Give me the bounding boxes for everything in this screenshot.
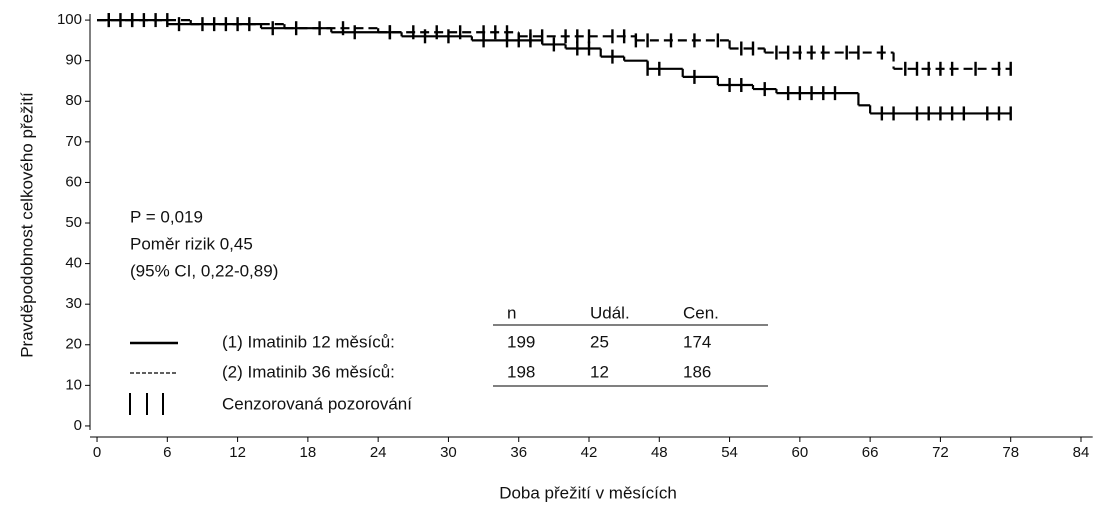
y-tick-label: 40 [65,255,82,272]
legend-label: (1) Imatinib 12 měsíců: [222,332,395,351]
table-cell: 174 [683,332,711,351]
x-tick-label: 66 [862,444,879,461]
y-tick-label: 100 [57,11,82,28]
y-tick-label: 0 [74,417,82,434]
x-tick-label: 84 [1073,444,1090,461]
x-tick-label: 0 [93,444,101,461]
x-tick-label: 78 [1002,444,1019,461]
x-axis-label: Doba přežití v měsících [499,483,677,502]
x-tick-label: 18 [300,444,317,461]
table-cell: 199 [507,332,535,351]
x-tick-label: 6 [163,444,171,461]
x-tick-label: 42 [581,444,598,461]
annotation: P = 0,019 [130,207,203,226]
y-tick-label: 70 [65,133,82,150]
table-cell: 25 [590,332,609,351]
y-axis-label: Pravděpodobnost celkového přežití [17,92,36,358]
legend-label: (2) Imatinib 36 měsíců: [222,362,395,381]
table-cell: 12 [590,362,609,381]
annotation: (95% CI, 0,22-0,89) [130,261,278,280]
x-tick-label: 54 [721,444,738,461]
table-cell: 186 [683,362,711,381]
table-cell: 198 [507,362,535,381]
y-tick-label: 20 [65,336,82,353]
x-tick-label: 36 [510,444,527,461]
x-tick-label: 30 [440,444,457,461]
annotation: Poměr rizik 0,45 [130,234,253,253]
x-tick-label: 72 [932,444,949,461]
y-tick-label: 30 [65,295,82,312]
censor-legend-label: Cenzorovaná pozorování [222,394,412,413]
table-header: Udál. [590,303,630,322]
y-tick-label: 50 [65,214,82,231]
y-tick-label: 60 [65,173,82,190]
y-tick-label: 10 [65,376,82,393]
x-tick-label: 12 [229,444,246,461]
x-tick-label: 60 [792,444,809,461]
x-tick-label: 24 [370,444,387,461]
table-header: Cen. [683,303,719,322]
x-tick-label: 48 [651,444,668,461]
y-tick-label: 90 [65,52,82,69]
y-tick-label: 80 [65,92,82,109]
table-header: n [507,303,516,322]
